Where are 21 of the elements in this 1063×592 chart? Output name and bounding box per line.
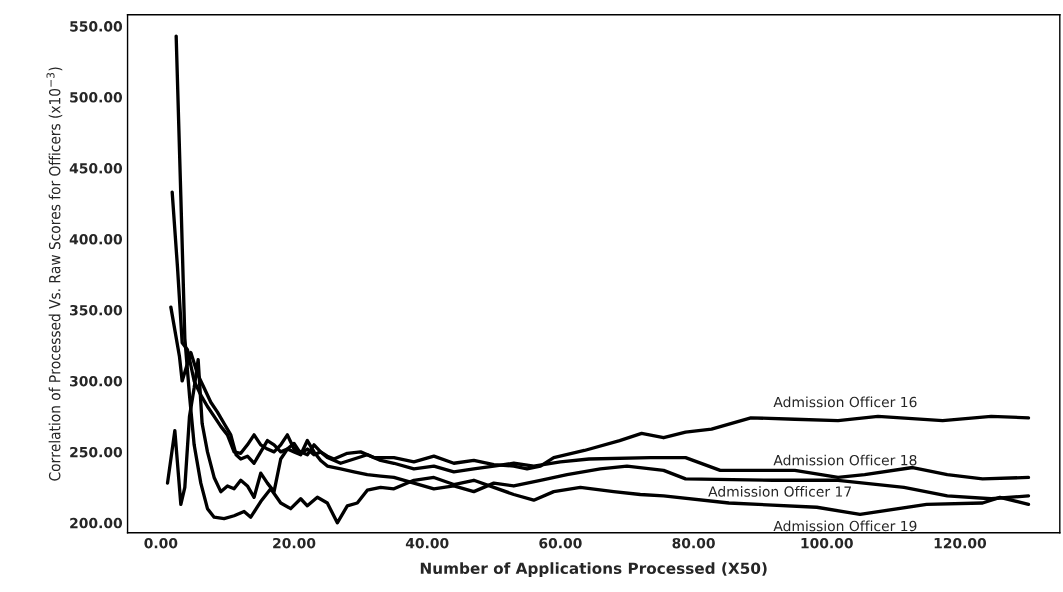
x-tick-label: 60.00 <box>539 537 582 549</box>
x-tick-label: 100.00 <box>801 537 853 549</box>
x-axis-title: Number of Applications Processed (X50) <box>420 562 767 577</box>
x-tick-label: 20.00 <box>273 537 316 549</box>
y-tick-label: 500.00 <box>70 92 123 103</box>
x-tick-label: 40.00 <box>405 537 449 549</box>
x-tick-label: 0.00 <box>144 537 178 549</box>
y-tick-label: 450.00 <box>69 163 123 174</box>
series-label: Admission Officer 18 <box>773 454 917 466</box>
y-tick-label: 350.00 <box>70 304 123 316</box>
y-axis-title: Correlation of Processed Vs. Raw Scores for Officers (x10$^{−3}$) <box>46 67 63 481</box>
series-label: Admission Officer 16 <box>773 396 917 408</box>
series-label: Admission Officer 17 <box>708 486 851 497</box>
x-tick-label: 120.00 <box>934 537 987 549</box>
y-tick-label: 200.00 <box>70 517 123 529</box>
series-label: Admission Officer 19 <box>773 520 917 532</box>
y-tick-label: 400.00 <box>69 234 123 245</box>
y-tick-label: 250.00 <box>70 446 123 458</box>
y-tick-label: 550.00 <box>70 21 123 32</box>
x-tick-label: 80.00 <box>672 537 715 549</box>
y-tick-label: 300.00 <box>70 375 123 387</box>
